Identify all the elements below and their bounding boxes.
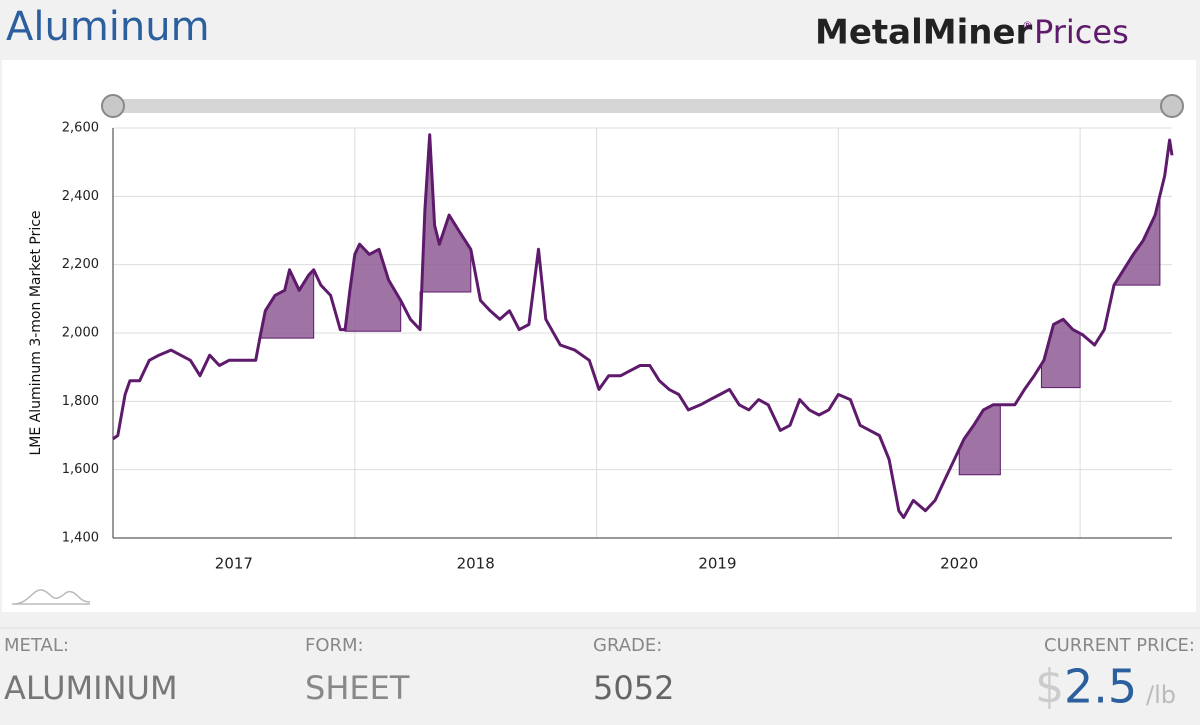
price-line: [112, 133, 1174, 519]
grade: 5052: [593, 669, 674, 707]
chart-panel: [2, 60, 1196, 612]
y-tick-label: 1,400: [62, 531, 99, 546]
x-tick-label: 2017: [215, 555, 253, 573]
x-tick-label: 2019: [698, 555, 736, 573]
x-tick-label: 2020: [940, 555, 978, 573]
range-slider[interactable]: [113, 99, 1172, 113]
brand-reg: ®: [1022, 19, 1033, 32]
form: SHEET: [305, 669, 410, 707]
plot: 1,400 1,600 1,800 2,000 2,200 2,400 2,600 2017 2…: [62, 121, 1174, 573]
y-tick-label: 2,000: [62, 326, 99, 341]
range-handle[interactable]: [1160, 94, 1184, 118]
x-tick-label: 2018: [457, 555, 495, 573]
price-unit: /lb: [1146, 681, 1176, 709]
range-handle[interactable]: [101, 94, 125, 118]
form-label: FORM:: [305, 635, 364, 656]
page-title: Aluminum: [6, 4, 210, 50]
logo-icon: [12, 589, 91, 605]
price-label: CURRENT PRICE:: [1044, 635, 1195, 656]
metal: ALUMINUM: [4, 669, 178, 707]
brand-suffix: Prices: [1034, 13, 1129, 51]
brand: MetalMiner: [815, 13, 1032, 53]
y-tick-label: 1,600: [62, 462, 99, 477]
currency: $: [1035, 660, 1064, 714]
y-axis-label: LME Aluminum 3-mon Market Price: [28, 210, 44, 455]
y-tick-label: 2,600: [62, 121, 99, 136]
grade-label: GRADE:: [593, 635, 662, 656]
y-tick-label: 2,400: [62, 189, 99, 204]
y-tick-label: 2,200: [62, 257, 99, 272]
y-tick-label: 1,800: [62, 394, 99, 409]
price: 2.5: [1064, 660, 1137, 714]
metal-label: METAL:: [4, 635, 69, 656]
